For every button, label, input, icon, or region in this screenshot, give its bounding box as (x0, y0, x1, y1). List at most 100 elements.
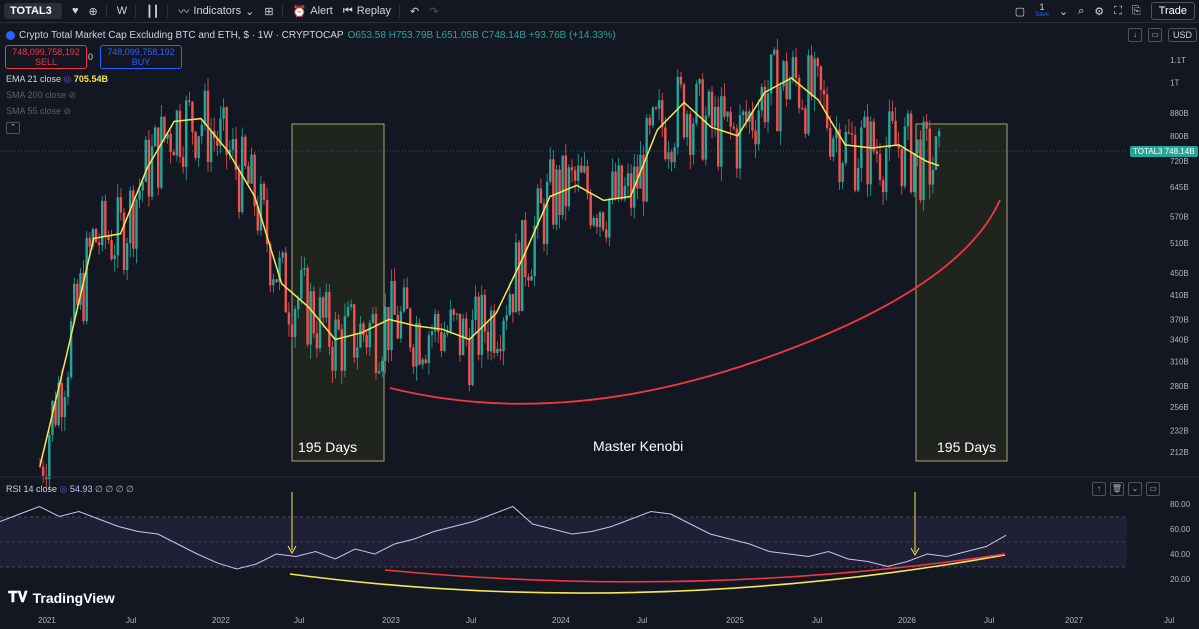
ema-legend[interactable]: EMA 21 close ◎ 705.54B (6, 74, 108, 85)
save-count: 1 (1039, 2, 1045, 12)
candle-body (757, 110, 760, 145)
candle-body (586, 166, 589, 194)
candle-body (191, 101, 194, 132)
candle-body (262, 183, 266, 200)
ema-settings-icon[interactable]: ◎ (63, 74, 72, 84)
tradingview-logo-text: TradingView (32, 589, 115, 606)
maximize-icon[interactable]: ▭ (1148, 28, 1162, 42)
interval-button[interactable]: W (116, 5, 128, 17)
candle-body (119, 197, 123, 213)
y-tick-label: 232B (1170, 427, 1189, 436)
candle-body (272, 279, 275, 286)
rsi-arrowhead-right (910, 547, 920, 557)
candle-body (346, 306, 350, 317)
search-icon[interactable]: ⌕ (1078, 4, 1085, 17)
candle-body (838, 129, 841, 182)
candle-body (446, 331, 449, 334)
candle-body (872, 121, 875, 152)
symbol-search[interactable]: TOTAL3 (4, 3, 62, 19)
undo-icon[interactable]: ↶ (410, 5, 420, 18)
layouts-icon[interactable]: ⊞ (264, 5, 274, 18)
candle-body (318, 297, 322, 349)
candle-body (760, 86, 763, 111)
candle-body (356, 347, 359, 358)
candle-body (281, 252, 284, 258)
y-tick-label: 1.1T (1170, 56, 1186, 65)
last-price-tag: TOTAL3 748.14B (1130, 146, 1198, 157)
candle-body (374, 313, 378, 374)
y-tick-label: 570B (1170, 213, 1189, 222)
candle-body (79, 273, 82, 305)
ohlc-values: O653.58 H753.79B L651.05B C748.14B +93.7… (347, 30, 616, 41)
candle-body (748, 111, 751, 122)
arrow-up-icon[interactable]: ↑ (1092, 482, 1106, 496)
candle-body (577, 165, 580, 181)
eye-hidden-icon[interactable]: ⊘ (68, 90, 77, 100)
candle-body (353, 304, 356, 358)
chevron-down-icon[interactable]: ⌄ (1058, 5, 1069, 18)
candle-body (331, 346, 334, 371)
candle-body (247, 165, 250, 184)
gear-icon[interactable]: ⚙ (1094, 5, 1105, 18)
candle-body (315, 333, 319, 349)
candle-body (919, 139, 922, 201)
separator (167, 4, 169, 18)
candle-body (508, 294, 511, 315)
alert-button[interactable]: ⏰ Alert (293, 5, 333, 18)
candle-body (673, 147, 676, 163)
candle-body (455, 313, 459, 315)
add-symbol-icon[interactable]: ⊕ (88, 5, 98, 18)
collapse-legend-icon[interactable]: ⌃ (6, 122, 20, 134)
fullscreen-icon[interactable]: ⛶ (1114, 4, 1122, 17)
replay-button[interactable]: ⏮ Replay (343, 5, 391, 18)
maximize-icon[interactable]: ▭ (1146, 482, 1160, 496)
chart-type-icon[interactable]: ┃┃ (146, 5, 160, 18)
candle-body (116, 197, 119, 256)
candle-body (157, 127, 160, 188)
candle-body (822, 89, 826, 95)
y-tick-label: 800B (1170, 132, 1189, 141)
candle-body (166, 133, 169, 139)
y-tick-label: 340B (1170, 336, 1189, 345)
favorite-icon[interactable]: ♥ (72, 5, 79, 17)
candle-body (225, 107, 228, 155)
candle-body (328, 291, 331, 347)
rsi-legend[interactable]: RSI 14 close ◎ 54.93 ∅ ∅ ∅ ∅ (6, 484, 134, 495)
candle-body (906, 113, 910, 127)
trash-icon[interactable]: 🗑 (1110, 482, 1124, 496)
candle-body (692, 123, 695, 155)
candle-body (542, 203, 546, 245)
candle-body (181, 156, 185, 167)
rsi-settings-icon[interactable]: ◎ (59, 484, 68, 494)
indicators-button[interactable]: 〰 Indicators ⌄ (178, 3, 254, 19)
candle-body (147, 139, 151, 197)
candle-body (567, 167, 571, 207)
candle-body (60, 382, 63, 418)
candle-body (91, 229, 95, 247)
rsi-extra-3: ∅ (115, 484, 124, 494)
arrow-down-icon[interactable]: ↓ (1128, 28, 1142, 42)
sell-button[interactable]: 748,099,758,192 SELL (5, 45, 87, 69)
camera-icon[interactable]: ⎘ (1131, 4, 1141, 17)
save-button[interactable]: 1 Save (1035, 3, 1049, 19)
redo-icon[interactable]: ↷ (429, 5, 439, 18)
collapse-icon[interactable]: ⌄ (1128, 482, 1142, 496)
eye-hidden-icon[interactable]: ⊘ (63, 106, 72, 116)
candle-body (48, 434, 51, 480)
sma200-legend[interactable]: SMA 200 close ⊘ (6, 90, 76, 101)
candle-body (729, 111, 732, 127)
buy-button[interactable]: 748,099,758,192 BUY (100, 45, 182, 69)
layout-square-icon[interactable]: ▢ (1014, 5, 1026, 18)
candle-body (875, 151, 879, 154)
candle-body (745, 111, 748, 122)
candle-body (368, 322, 371, 348)
candle-body (381, 360, 384, 372)
candle-body (45, 475, 48, 480)
ema-line (39, 77, 940, 467)
candle-body (881, 180, 885, 193)
top-toolbar: TOTAL3 ♥ ⊕ W ┃┃ 〰 Indicators ⌄ ⊞ ⏰ Alert ⏮ R… (0, 0, 1199, 23)
trade-button[interactable]: Trade (1150, 2, 1195, 20)
sma55-legend[interactable]: SMA 55 close ⊘ (6, 106, 71, 117)
currency-select[interactable]: USD (1168, 28, 1198, 42)
